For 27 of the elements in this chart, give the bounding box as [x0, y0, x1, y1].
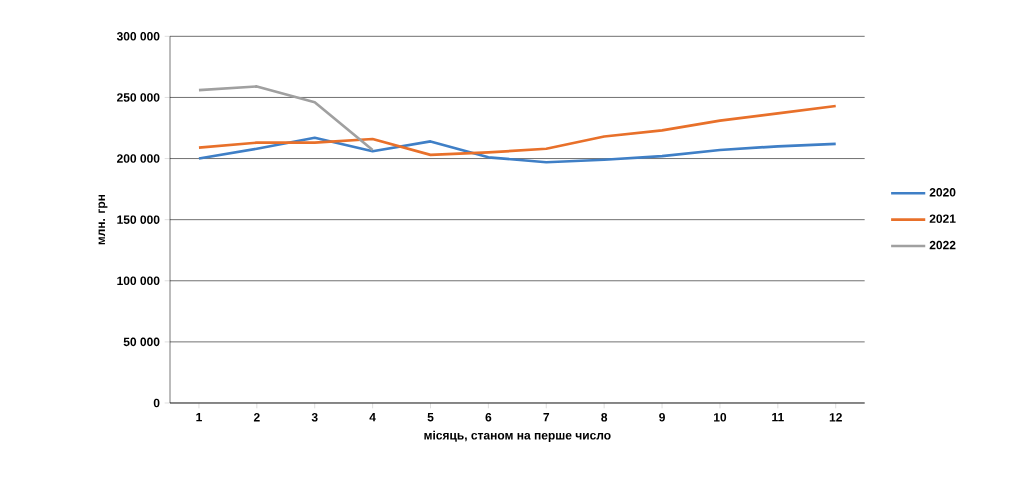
x-axis-title: місяць, станом на перше число — [424, 430, 611, 442]
y-axis-title: млн. грн — [98, 194, 108, 245]
x-tick-label: 6 — [485, 413, 492, 422]
y-tick-label: 100 000 — [117, 276, 160, 286]
legend-label: 2021 — [929, 214, 956, 223]
line-series — [197, 136, 838, 164]
y-tick-label: 200 000 — [117, 154, 160, 163]
y-tick-label: 250 000 — [117, 93, 160, 102]
x-tick-label: 11 — [772, 413, 784, 422]
y-tick-label: 150 000 — [117, 215, 160, 224]
y-tick-label: 50 000 — [123, 337, 160, 347]
x-tick-label: 3 — [311, 413, 318, 422]
legend-label: 2020 — [929, 188, 956, 197]
x-tick-label: 8 — [601, 413, 608, 422]
x-tick-label: 5 — [427, 413, 434, 422]
line-series — [197, 85, 374, 152]
x-tick-label: 9 — [659, 413, 665, 422]
x-tick-label: 12 — [829, 413, 842, 422]
x-tick-label: 7 — [543, 413, 550, 422]
legend-label: 2022 — [929, 240, 956, 250]
x-tick-label: 10 — [714, 413, 727, 422]
y-tick-label: 0 — [153, 398, 160, 408]
x-tick-label: 1 — [196, 413, 202, 422]
y-tick-label: 300 000 — [116, 32, 160, 41]
line-series — [197, 104, 838, 157]
x-tick-label: 2 — [253, 413, 260, 422]
x-tick-label: 4 — [369, 413, 376, 422]
